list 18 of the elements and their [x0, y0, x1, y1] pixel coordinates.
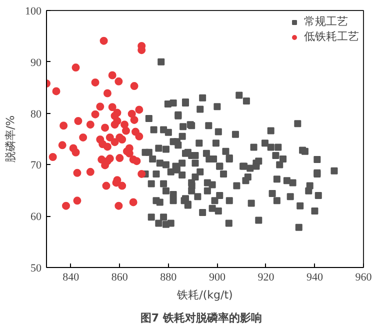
- x-axis-title: 铁耗/(kg/t): [176, 288, 233, 302]
- x-tick-label: 920: [258, 272, 275, 284]
- y-axis-title: 脱磷率/%: [4, 115, 17, 163]
- y-tick-label: 80: [30, 108, 42, 120]
- x-tick-label: 880: [160, 272, 178, 284]
- legend-label: 常规工艺: [304, 14, 348, 29]
- y-tick-label: 60: [30, 211, 42, 224]
- x-tick-label: 860: [111, 272, 128, 284]
- y-tick-label: 50: [30, 262, 42, 274]
- x-tick-label: 900: [208, 272, 226, 284]
- x-tick-label: 840: [62, 272, 80, 284]
- x-tick-label: 960: [355, 272, 372, 284]
- y-tick-label: 90: [30, 56, 42, 69]
- legend-label: 低铁耗工艺: [304, 29, 359, 44]
- x-tick-label: 940: [306, 272, 324, 284]
- y-tick-label: 100: [25, 6, 42, 18]
- text: 图7 铁耗对脱磷率的影响: [140, 312, 262, 324]
- y-tick-label: 70: [30, 160, 42, 172]
